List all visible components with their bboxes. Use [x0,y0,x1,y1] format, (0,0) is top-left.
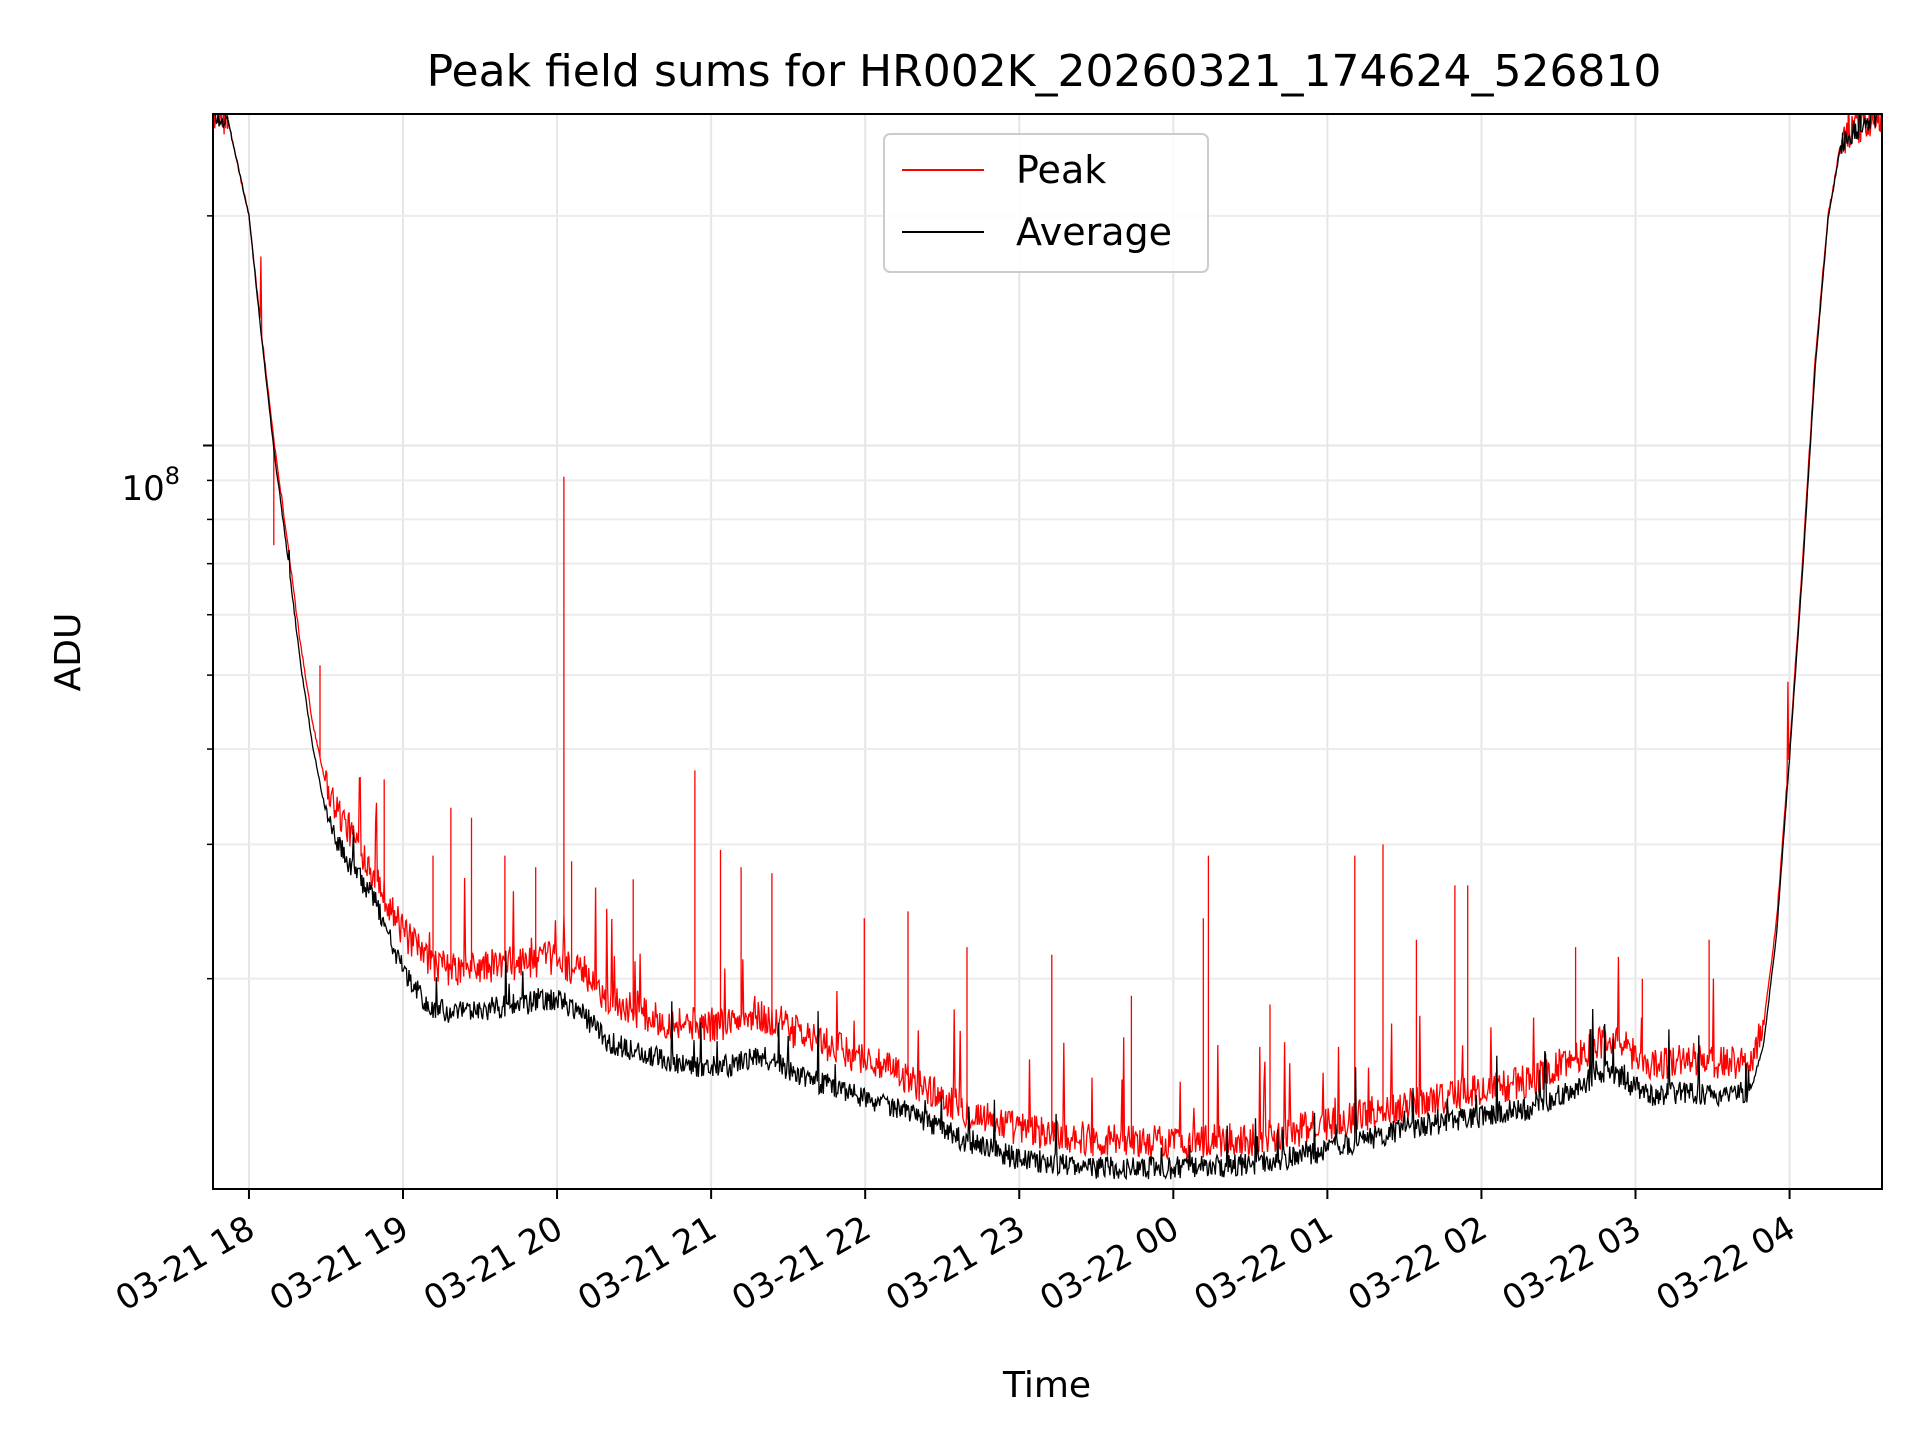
y-axis-label: ADU [48,613,89,692]
y-tick-label-base: 10 [121,469,164,509]
grid [213,114,1882,1189]
legend-box [883,133,1209,273]
series-layer [213,114,1882,1181]
plot-frame [212,113,1883,1190]
series-peak-line [213,114,1882,1161]
y-tick-label-exponent: 8 [165,462,180,490]
legend: Peak Average [883,133,1209,273]
x-axis-label: Time [1002,1365,1091,1406]
y-tick-label-1e8: 108 [121,462,180,509]
y-ticks [203,215,213,980]
legend-average-label: Average [1016,210,1172,254]
series-group [213,114,1882,1181]
chart-title: Peak field sums for HR002K_20260321_1746… [427,46,1662,97]
legend-peak-label: Peak [1016,148,1106,192]
series-average-line [214,114,1882,1181]
